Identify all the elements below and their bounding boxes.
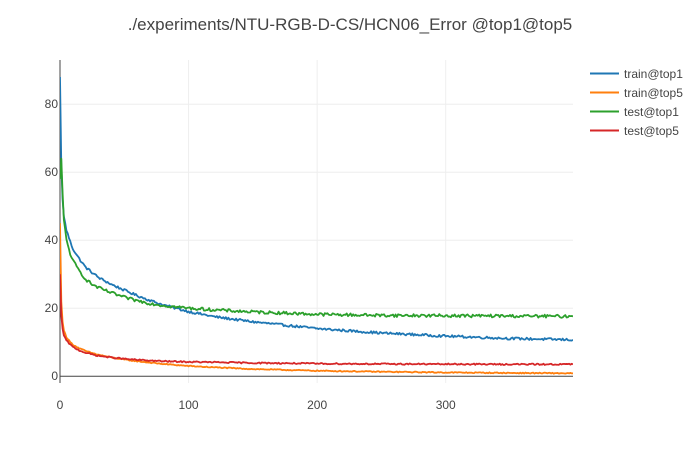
legend-item[interactable]: train@top1 bbox=[590, 67, 683, 81]
series-lines bbox=[60, 76, 573, 375]
y-tick-label: 40 bbox=[45, 233, 59, 247]
chart-title: ./experiments/NTU-RGB-D-CS/HCN06_Error @… bbox=[128, 15, 573, 34]
y-tick-label: 80 bbox=[45, 97, 59, 111]
legend-label: test@top1 bbox=[624, 105, 679, 119]
series-line-train-at-top5 bbox=[60, 223, 573, 375]
series-line-train-at-top1 bbox=[60, 76, 573, 342]
legend-item[interactable]: train@top5 bbox=[590, 86, 683, 100]
legend-label: train@top1 bbox=[624, 67, 683, 81]
x-tick-label: 0 bbox=[57, 398, 64, 412]
x-tick-label: 100 bbox=[179, 398, 199, 412]
tick-labels: 0 100 200 300 0 20 40 60 80 bbox=[45, 97, 456, 412]
series-line-test-at-top1 bbox=[60, 157, 573, 319]
grid-lines bbox=[60, 60, 573, 383]
legend-item[interactable]: test@top1 bbox=[590, 105, 679, 119]
y-tick-label: 20 bbox=[45, 301, 59, 315]
legend[interactable]: train@top1 train@top5 test@top1 test@top5 bbox=[590, 67, 683, 138]
x-tick-label: 200 bbox=[307, 398, 327, 412]
legend-label: test@top5 bbox=[624, 124, 679, 138]
series-line-test-at-top5 bbox=[60, 274, 573, 366]
y-tick-label: 60 bbox=[45, 165, 59, 179]
x-tick-label: 300 bbox=[436, 398, 456, 412]
y-tick-label: 0 bbox=[51, 369, 58, 383]
legend-label: train@top5 bbox=[624, 86, 683, 100]
legend-item[interactable]: test@top5 bbox=[590, 124, 679, 138]
